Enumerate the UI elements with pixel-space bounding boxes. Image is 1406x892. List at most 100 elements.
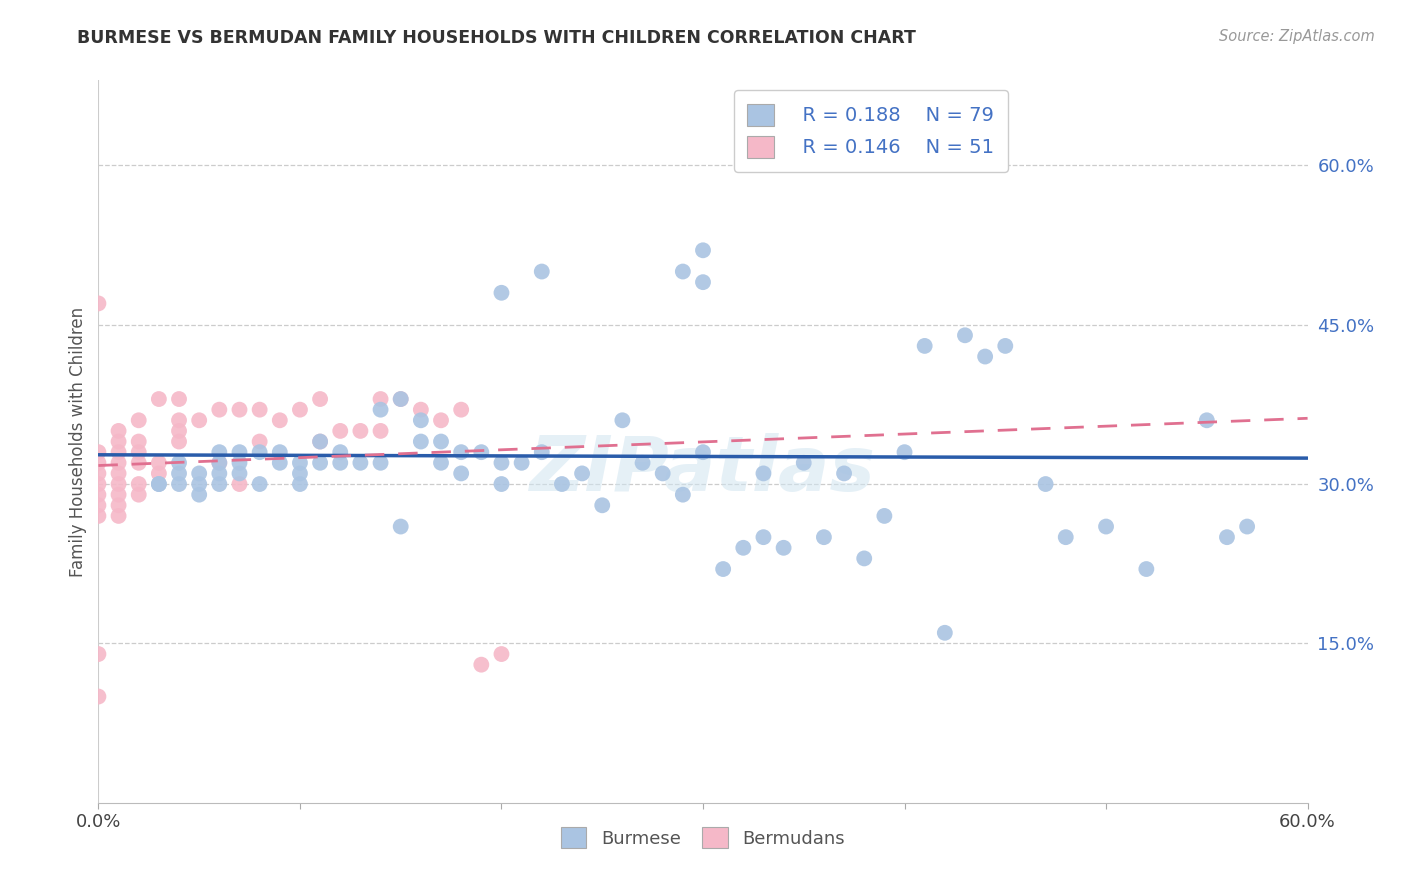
Point: [148, 456, 170, 470]
Point: [491, 285, 513, 300]
Point: [752, 530, 775, 544]
Point: [1236, 519, 1258, 533]
Point: [450, 467, 472, 481]
Point: [128, 413, 150, 427]
Point: [188, 477, 211, 491]
Point: [249, 434, 271, 449]
Point: [87, 477, 110, 491]
Point: [752, 467, 775, 481]
Point: [853, 551, 876, 566]
Point: [107, 445, 129, 459]
Text: ZIPatlas: ZIPatlas: [530, 434, 876, 508]
Point: [208, 445, 231, 459]
Point: [530, 264, 553, 278]
Point: [249, 402, 271, 417]
Point: [228, 467, 250, 481]
Point: [370, 392, 392, 406]
Point: [167, 392, 190, 406]
Point: [370, 402, 392, 417]
Point: [128, 445, 150, 459]
Point: [249, 445, 271, 459]
Y-axis label: Family Households with Children: Family Households with Children: [69, 307, 87, 576]
Point: [288, 456, 311, 470]
Point: [249, 477, 271, 491]
Point: [329, 456, 352, 470]
Point: [228, 456, 250, 470]
Point: [974, 350, 997, 364]
Point: [167, 477, 190, 491]
Point: [389, 392, 412, 406]
Point: [167, 434, 190, 449]
Point: [832, 467, 855, 481]
Point: [228, 402, 250, 417]
Point: [87, 467, 110, 481]
Point: [853, 136, 876, 151]
Text: BURMESE VS BERMUDAN FAMILY HOUSEHOLDS WITH CHILDREN CORRELATION CHART: BURMESE VS BERMUDAN FAMILY HOUSEHOLDS WI…: [77, 29, 917, 46]
Point: [87, 508, 110, 523]
Point: [167, 456, 190, 470]
Point: [148, 392, 170, 406]
Point: [772, 541, 794, 555]
Point: [167, 413, 190, 427]
Point: [692, 445, 714, 459]
Point: [188, 413, 211, 427]
Point: [491, 647, 513, 661]
Point: [309, 434, 332, 449]
Point: [288, 467, 311, 481]
Point: [107, 456, 129, 470]
Point: [87, 296, 110, 310]
Point: [208, 402, 231, 417]
Point: [208, 456, 231, 470]
Point: [309, 434, 332, 449]
Point: [813, 530, 835, 544]
Point: [269, 456, 291, 470]
Point: [389, 392, 412, 406]
Point: [510, 456, 533, 470]
Point: [389, 519, 412, 533]
Point: [651, 467, 673, 481]
Point: [349, 456, 371, 470]
Point: [167, 424, 190, 438]
Point: [370, 424, 392, 438]
Point: [107, 424, 129, 438]
Point: [329, 445, 352, 459]
Point: [1054, 530, 1077, 544]
Point: [148, 477, 170, 491]
Point: [87, 488, 110, 502]
Point: [87, 498, 110, 512]
Point: [288, 402, 311, 417]
Point: [430, 413, 453, 427]
Point: [107, 498, 129, 512]
Point: [188, 467, 211, 481]
Point: [450, 402, 472, 417]
Legend: Burmese, Bermudans: Burmese, Bermudans: [554, 820, 852, 855]
Point: [228, 477, 250, 491]
Point: [1135, 562, 1157, 576]
Point: [128, 477, 150, 491]
Point: [208, 456, 231, 470]
Point: [167, 467, 190, 481]
Point: [87, 445, 110, 459]
Point: [409, 402, 432, 417]
Point: [934, 625, 956, 640]
Point: [450, 445, 472, 459]
Point: [128, 434, 150, 449]
Point: [672, 264, 695, 278]
Point: [1195, 413, 1218, 427]
Point: [309, 456, 332, 470]
Point: [188, 488, 211, 502]
Point: [107, 477, 129, 491]
Point: [409, 434, 432, 449]
Point: [269, 413, 291, 427]
Point: [107, 434, 129, 449]
Point: [914, 339, 936, 353]
Point: [551, 477, 574, 491]
Point: [430, 456, 453, 470]
Point: [329, 424, 352, 438]
Point: [873, 508, 896, 523]
Point: [409, 413, 432, 427]
Point: [893, 445, 915, 459]
Point: [491, 456, 513, 470]
Point: [128, 488, 150, 502]
Point: [208, 477, 231, 491]
